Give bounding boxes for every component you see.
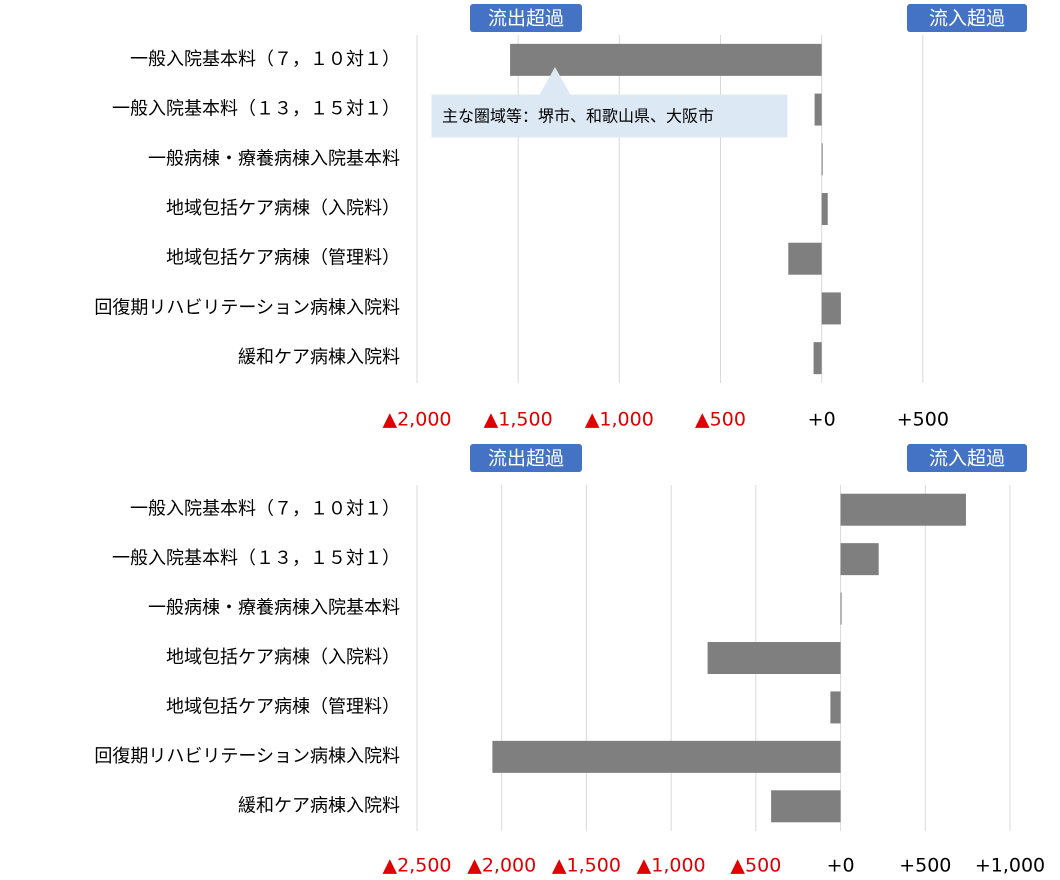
bar [840, 592, 842, 625]
x-tick-label: ▲1,000 [637, 855, 706, 877]
badge [470, 444, 582, 472]
chart: ▲2,000 ▲1,500 ▲1,000 ▲500 +0 +500 一般入院基本料（７，１０… [94, 4, 1027, 431]
category-label: 地域包括ケア病棟（管理料） [166, 696, 400, 717]
category-label: 地域包括ケア病棟（管理料） [166, 248, 400, 269]
bar [771, 790, 841, 823]
category-label: 地域包括ケア病棟（入院料） [166, 647, 400, 668]
bar [510, 43, 822, 76]
x-tick-label: ▲500 [730, 855, 781, 877]
x-tick-label: ▲1,500 [552, 855, 621, 877]
badge [470, 4, 582, 32]
badge [907, 4, 1027, 32]
category-label: 地域包括ケア病棟（入院料） [166, 198, 400, 219]
category-label: 一般入院基本料（７，１０対１） [130, 499, 400, 520]
x-tick-label: +0 [827, 855, 855, 877]
x-tick-label: ▲1,000 [585, 409, 654, 431]
category-label: 回復期リハビリテーション病棟入院料 [94, 297, 400, 318]
category-label: 一般入院基本料（７，１０対１） [130, 49, 400, 70]
category-label: 一般病棟・療養病棟入院基本料 [148, 148, 400, 169]
category-label: 一般入院基本料（１３，１５対１） [112, 548, 400, 569]
chart: ▲2,500 ▲2,000 ▲1,500 ▲1,000 ▲500 +0 +500 +1,000… [94, 444, 1045, 877]
badge-label: 流入超過 [929, 8, 1005, 30]
x-tick-label: +500 [899, 855, 951, 877]
category-label: 一般病棟・療養病棟入院基本料 [148, 598, 400, 619]
bar [814, 93, 822, 126]
bar [813, 342, 822, 375]
x-tick-label: ▲2,000 [382, 409, 451, 431]
x-tick-label: +1,000 [975, 855, 1045, 877]
bar [840, 493, 966, 526]
bar [840, 543, 879, 576]
category-label: 緩和ケア病棟入院料 [238, 347, 400, 368]
bar [788, 242, 822, 275]
bar [830, 691, 841, 724]
bar [821, 292, 841, 325]
bar [821, 193, 828, 225]
x-tick-label: +0 [808, 409, 836, 431]
bar [492, 740, 841, 773]
x-tick-label: ▲2,000 [467, 855, 536, 877]
x-tick-label: +500 [897, 409, 949, 431]
x-tick-label: ▲2,500 [382, 855, 451, 877]
category-label: 一般入院基本料（１３，１５対１） [112, 99, 400, 120]
x-tick-label: ▲1,500 [484, 409, 553, 431]
badge [907, 444, 1027, 472]
badge-label: 流出超過 [488, 8, 564, 30]
category-label: 回復期リハビリテーション病棟入院料 [94, 746, 400, 767]
annotation: 主な圏域等：堺市、和歌山県、大阪市 [442, 107, 714, 126]
category-label: 緩和ケア病棟入院料 [238, 795, 400, 816]
bar [707, 642, 841, 674]
badge-label: 流出超過 [488, 448, 564, 470]
callout [431, 66, 788, 138]
badge-label: 流入超過 [929, 448, 1005, 470]
bar [821, 143, 823, 176]
x-tick-label: ▲500 [695, 409, 746, 431]
